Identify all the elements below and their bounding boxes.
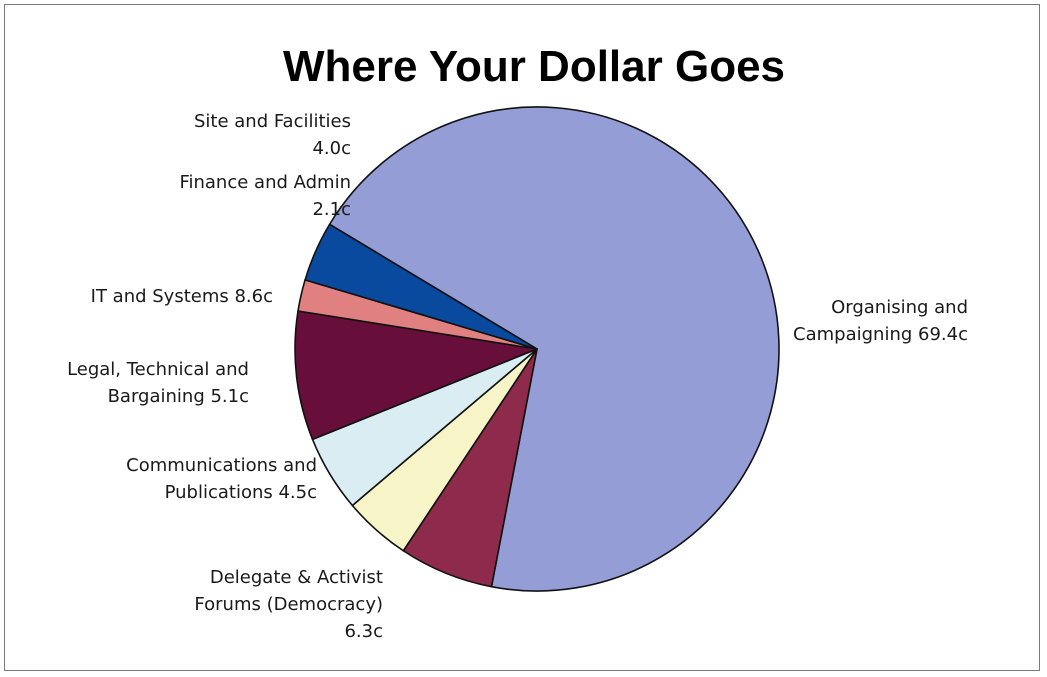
slice-label-line: Communications and [126, 455, 317, 476]
slice-label-line: Legal, Technical and [67, 359, 249, 380]
slice-label-line: Campaigning 69.4c [793, 324, 968, 345]
slice-label-line: 2.1c [312, 199, 351, 220]
slice-label-organising-and-campaigning: Organising and Campaigning 69.4c [793, 297, 968, 345]
chart-title: Where Your Dollar Goes [283, 42, 785, 91]
slice-label-line: Site and Facilities [194, 111, 351, 132]
slice-label-it-and-systems: IT and Systems 8.6c [91, 286, 273, 307]
slice-labels: Organising and Campaigning 69.4c Delegate … [67, 111, 968, 642]
pie-slice-it-and-systems [294, 310, 538, 441]
slice-label-delegate-activist-forums-democracy: Delegate & Activist Forums (Democracy) 6.3… [194, 567, 383, 642]
slice-label-finance-and-admin: Finance and Admin 2.1c [179, 172, 351, 220]
slice-label-line: Publications 4.5c [165, 482, 317, 503]
slice-label-line: Finance and Admin [179, 172, 351, 193]
slice-label-line: Bargaining 5.1c [108, 386, 249, 407]
chart-frame: Where Your Dollar Goes Organising and Cam… [4, 4, 1040, 671]
slice-label-line: Forums (Democracy) [194, 594, 383, 615]
slice-label-line: Delegate & Activist [210, 567, 383, 588]
slice-label-line: 4.0c [312, 138, 351, 159]
slice-label-site-and-facilities: Site and Facilities 4.0c [194, 111, 351, 159]
pie-slice-site-and-facilities [304, 223, 538, 350]
slice-label-line: Organising and [831, 297, 968, 318]
slice-label-communications-and-publications: Communications and Publications 4.5c [126, 455, 317, 503]
slice-label-legal-technical-and-bargaining: Legal, Technical and Bargaining 5.1c [67, 359, 249, 407]
pie-slice-organising-and-campaigning [328, 106, 780, 592]
slice-label-line: 6.3c [344, 621, 383, 642]
pie-slices [294, 106, 780, 592]
pie-chart: Where Your Dollar Goes Organising and Cam… [67, 42, 968, 642]
slice-label-line: IT and Systems 8.6c [91, 286, 273, 307]
